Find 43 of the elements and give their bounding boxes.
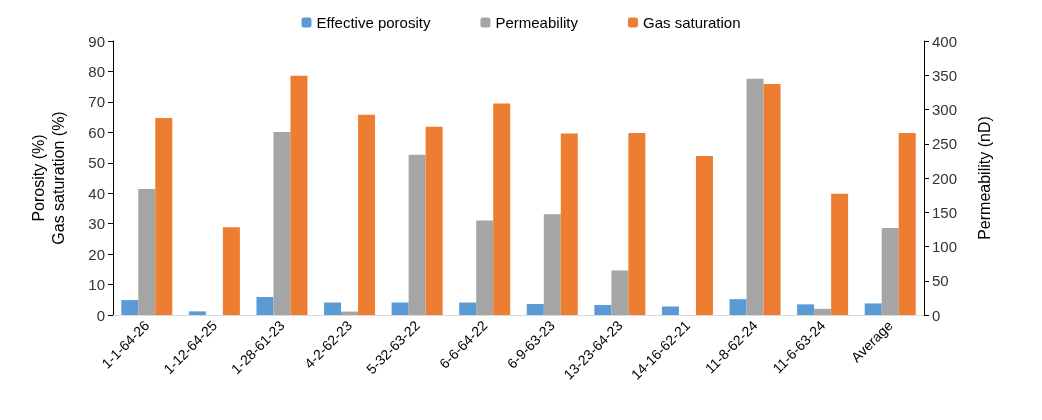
bar	[898, 132, 916, 315]
y2-tick-label: 100	[932, 238, 958, 255]
bar	[459, 302, 477, 315]
y-tick-label: 0	[96, 306, 105, 324]
y-axis-title: Porosity (%) Gas saturation (%)	[29, 111, 67, 245]
bar	[695, 156, 713, 315]
y-tick-label: 70	[88, 93, 105, 111]
y-tick-label: 10	[88, 276, 105, 294]
y2-tick-label: 50	[932, 272, 949, 290]
bar	[358, 114, 376, 315]
y-tick-label: 50	[88, 154, 105, 172]
legend-label: Permeability	[495, 14, 579, 31]
y-tick-label: 20	[88, 245, 105, 263]
bar	[611, 270, 629, 315]
bar	[222, 227, 240, 315]
bar	[493, 103, 511, 315]
y2-axis-title: Permeability (nD)	[975, 116, 993, 240]
legend-label: Effective porosity	[316, 14, 431, 31]
y-tick-label: 80	[88, 62, 105, 80]
y2-tick-label: 150	[932, 203, 958, 221]
y2-tick-label: 200	[932, 169, 958, 187]
bar	[391, 302, 409, 315]
bar	[121, 300, 139, 315]
bar	[831, 193, 849, 315]
y-tick-label: 30	[88, 215, 105, 233]
legend-label: Gas saturation	[642, 14, 741, 31]
y2-tick-label: 350	[932, 66, 958, 84]
bar	[526, 304, 544, 315]
bar	[188, 311, 206, 315]
y2-tick-label: 0	[932, 306, 941, 324]
bar	[594, 304, 612, 315]
y-tick-label: 90	[88, 32, 105, 50]
bar	[324, 302, 342, 315]
y2-tick-label: 300	[932, 101, 958, 118]
bar	[864, 303, 882, 315]
bar	[628, 132, 646, 315]
bar	[661, 306, 679, 315]
y2-tick-label: 400	[932, 32, 958, 50]
y-tick-label: 40	[88, 184, 105, 202]
y2-tick-label: 250	[932, 135, 958, 153]
bar	[256, 297, 274, 315]
bar	[729, 299, 747, 315]
y-tick-label: 60	[88, 123, 105, 141]
